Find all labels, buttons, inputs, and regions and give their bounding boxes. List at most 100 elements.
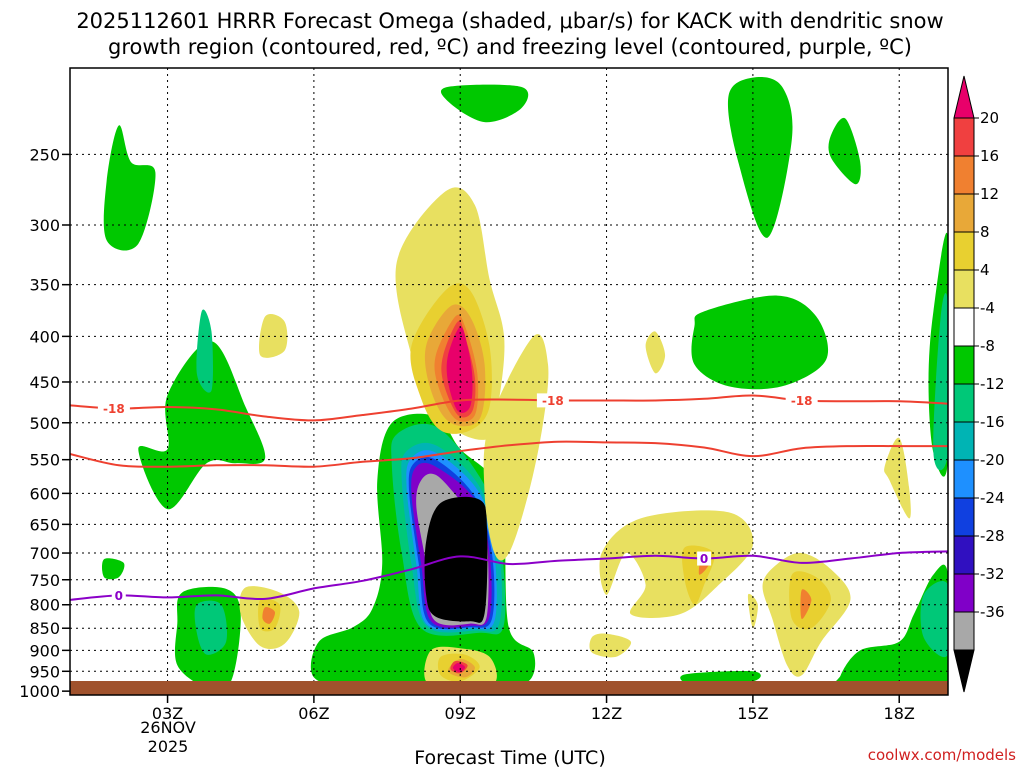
y-tick-label-450: 450 (29, 373, 60, 392)
omega-region-2 (440, 84, 529, 123)
omega-shading (101, 76, 948, 694)
dgz-label-bg-1-3 (785, 393, 818, 408)
y-tick-label-250: 250 (29, 145, 60, 164)
year-label: 2025 (148, 737, 189, 756)
omega-region-28 (884, 437, 911, 519)
omega-region-45 (262, 606, 276, 624)
omega-region-1 (103, 125, 156, 251)
y-tick-label-650: 650 (29, 515, 60, 534)
colorbar-label-13: -32 (980, 565, 1005, 583)
y-tick-label-600: 600 (29, 484, 60, 503)
freezing-label-2: 0 (700, 552, 708, 566)
y-tick-label-700: 700 (29, 544, 60, 563)
x-axis: 03Z 06Z 09Z 12Z 15Z 18Z (152, 695, 915, 723)
chart-title-line-1: 2025112601 HRRR Forecast Omega (shaded, … (76, 9, 943, 33)
y-tick-label-400: 400 (29, 327, 60, 346)
dgz-label-bg-1-2 (536, 393, 569, 408)
omega-region-5 (691, 295, 829, 390)
colorbar-box-7 (953, 345, 975, 385)
x-tick-label-06Z: 06Z (298, 704, 329, 723)
freezing-label-bg-2 (697, 551, 712, 566)
y-tick-label-900: 900 (29, 641, 60, 660)
omega-region-29 (599, 510, 754, 618)
freezing-label-bg-1 (111, 588, 126, 603)
colorbar-label-6: -4 (980, 299, 995, 317)
colorbar-box-13 (953, 573, 975, 613)
omega-region-49 (452, 662, 466, 673)
dgz-contour-2 (70, 440, 948, 468)
omega-region-15 (920, 581, 948, 657)
colorbar-box-2 (953, 155, 975, 195)
omega-region-48 (446, 326, 473, 414)
y-tick-label-750: 750 (29, 571, 60, 590)
colorbar-box-10 (953, 459, 975, 499)
plot-area: -18 -18 -18 0 0 (69, 67, 949, 696)
colorbar-label-9: -16 (980, 413, 1005, 431)
colorbar: 20 16 12 8 4 -4 -8 -12 -16 -20 -24 -28 -32 -36 (953, 75, 1005, 693)
dgz-label-1-1: -18 (103, 402, 125, 416)
omega-region-44 (800, 589, 812, 620)
ground-surface (70, 681, 948, 695)
y-axis: 250 300 350 400 450 500 550 600 650 700 750 800 850 9… (19, 145, 70, 701)
x-axis-title: Forecast Time (UTC) (414, 747, 605, 768)
y-tick-label-850: 850 (29, 619, 60, 638)
y-tick-label-1000: 1000 (19, 682, 60, 701)
omega-region-33 (589, 633, 632, 658)
colorbar-label-12: -28 (980, 527, 1005, 545)
dgz-label-1-2: -18 (542, 394, 564, 408)
x-tick-label-18Z: 18Z (884, 704, 915, 723)
omega-region-16 (194, 600, 228, 655)
colorbar-box-14 (953, 611, 975, 651)
x-tick-label-03Z: 03Z (152, 704, 183, 723)
y-tick-label-800: 800 (29, 596, 60, 615)
y-tick-label-500: 500 (29, 414, 60, 433)
omega-region-11 (835, 564, 948, 694)
colorbar-label-1: 20 (980, 109, 999, 127)
colorbar-box-12 (953, 535, 975, 575)
y-tick-label-550: 550 (29, 451, 60, 470)
y-tick-label-300: 300 (29, 216, 60, 235)
colorbar-box-5 (953, 269, 975, 309)
colorbar-label-7: -8 (980, 337, 995, 355)
colorbar-label-4: 8 (980, 223, 990, 241)
colorbar-label-11: -24 (980, 489, 1005, 507)
colorbar-box-4 (953, 231, 975, 271)
freezing-label-1: 0 (115, 589, 123, 603)
colorbar-bottom-triangle (953, 649, 975, 693)
colorbar-box-8 (953, 383, 975, 423)
dgz-label-bg-1-1 (97, 401, 130, 416)
y-tick-label-950: 950 (29, 662, 60, 681)
omega-region-3 (727, 76, 793, 238)
omega-region-32 (747, 593, 758, 629)
omega-region-9 (101, 558, 125, 580)
chart-title-line-2: growth region (contoured, red, ºC) and f… (108, 35, 912, 59)
omega-region-25 (483, 334, 549, 561)
omega-region-23 (424, 496, 488, 623)
date-label: 26NOV (140, 718, 196, 737)
dgz-label-1-3: -18 (791, 394, 813, 408)
y-tick-label-350: 350 (29, 276, 60, 295)
colorbar-box-11 (953, 497, 975, 537)
omega-region-27 (645, 331, 666, 374)
x-tick-label-15Z: 15Z (737, 704, 768, 723)
colorbar-label-3: 12 (980, 185, 999, 203)
credit-text: coolwx.com/models (868, 746, 1016, 764)
temperature-contours: -18 -18 -18 0 0 (70, 393, 948, 603)
colorbar-label-2: 16 (980, 147, 999, 165)
x-tick-label-12Z: 12Z (591, 704, 622, 723)
colorbar-box-6 (953, 307, 975, 347)
freezing-level-contour (70, 550, 948, 601)
colorbar-box-9 (953, 421, 975, 461)
x-tick-label-09Z: 09Z (445, 704, 476, 723)
omega-region-13 (196, 309, 214, 393)
omega-region-26 (259, 314, 288, 358)
colorbar-label-10: -20 (980, 451, 1005, 469)
colorbar-box-1 (953, 117, 975, 157)
colorbar-label-5: 4 (980, 261, 990, 279)
colorbar-label-8: -12 (980, 375, 1005, 393)
colorbar-label-14: -36 (980, 603, 1005, 621)
colorbar-box-3 (953, 193, 975, 233)
omega-region-4 (828, 117, 861, 185)
colorbar-top-triangle (953, 75, 975, 119)
